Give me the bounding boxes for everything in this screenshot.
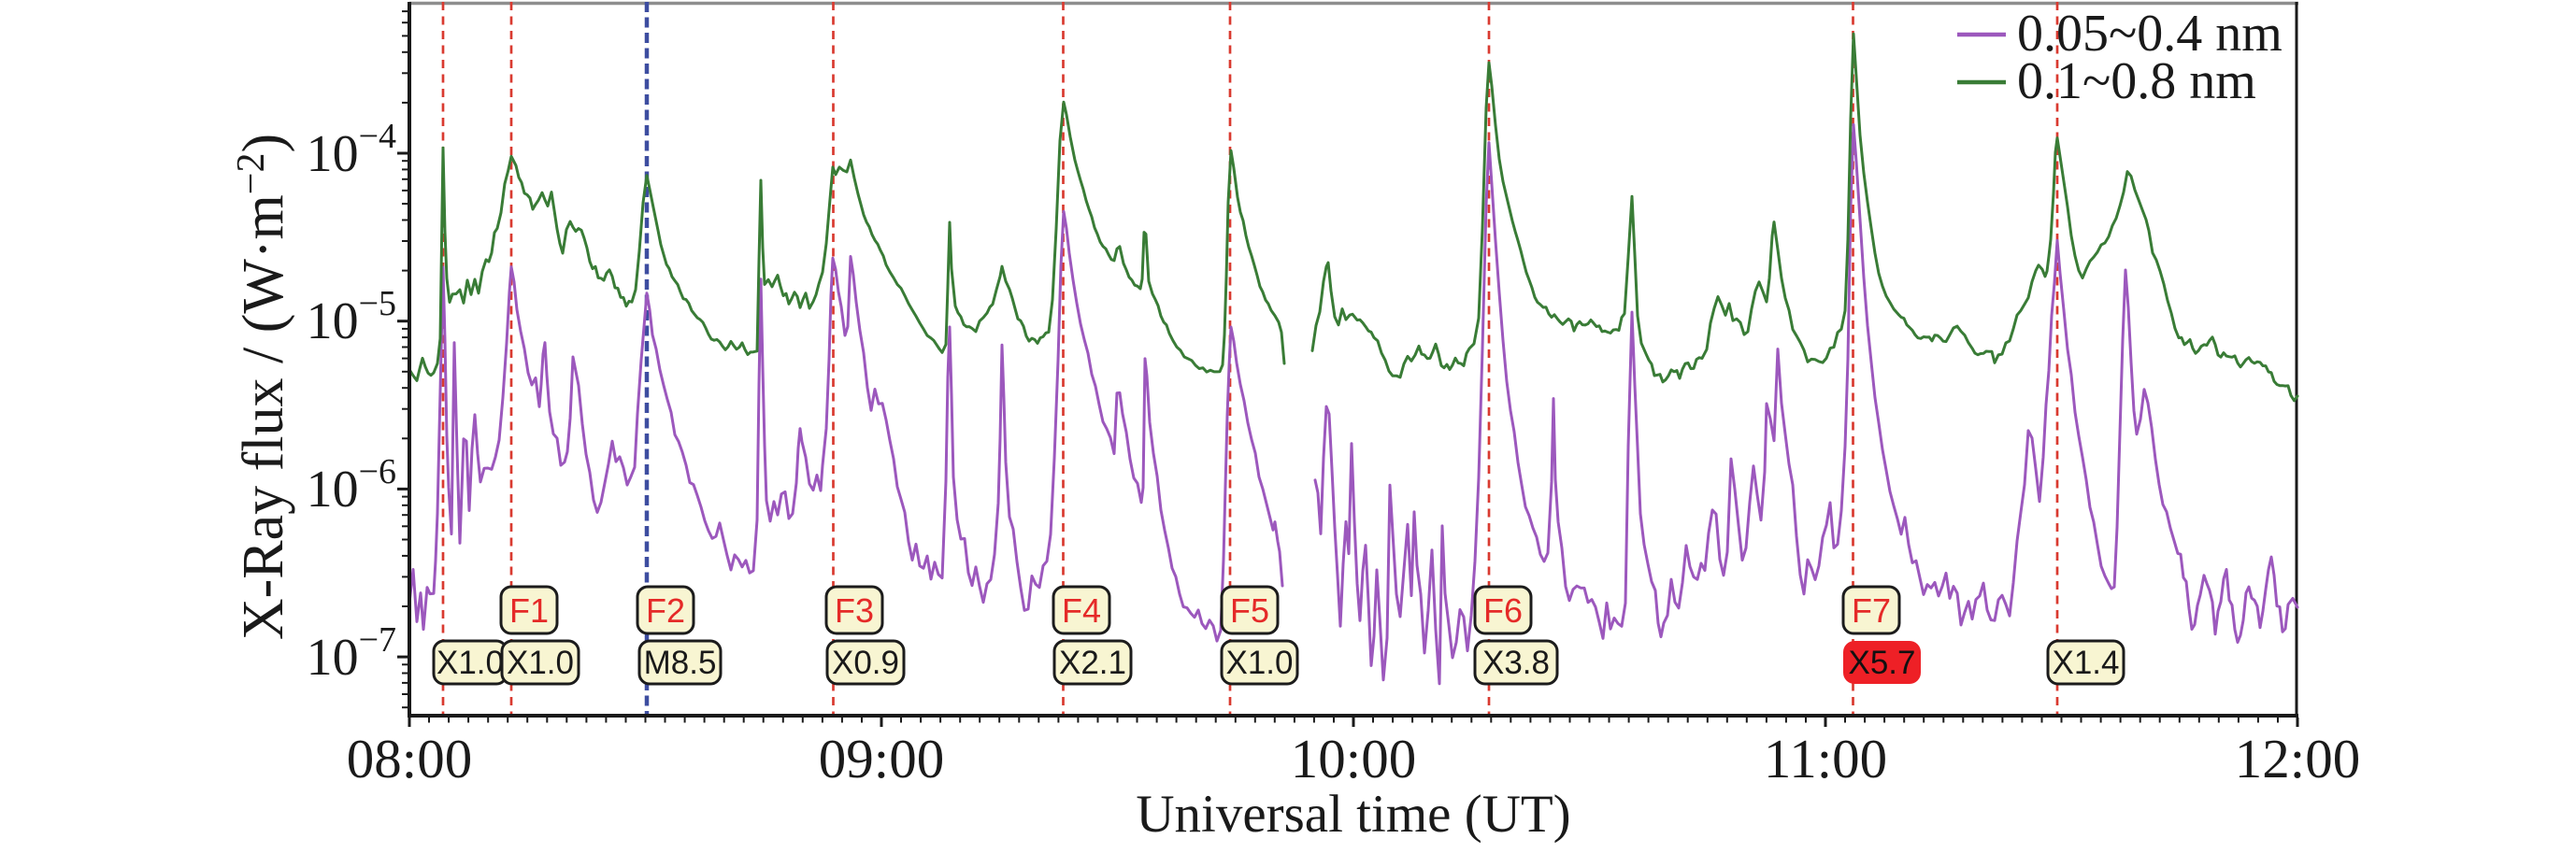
svg-text:X2.1: X2.1 (1059, 645, 1126, 681)
svg-text:M8.5: M8.5 (644, 645, 717, 681)
svg-text:0.1~0.8 nm: 0.1~0.8 nm (2017, 52, 2256, 110)
svg-text:F2: F2 (646, 591, 685, 630)
svg-text:X0.9: X0.9 (832, 645, 899, 681)
svg-text:X1.0: X1.0 (436, 645, 504, 681)
svg-text:X-Ray flux / (W·m−2): X-Ray flux / (W·m−2) (230, 134, 295, 640)
svg-text:0.05~0.4 nm: 0.05~0.4 nm (2017, 5, 2283, 63)
svg-text:X5.7: X5.7 (1849, 645, 1916, 681)
svg-text:F4: F4 (1062, 591, 1101, 630)
svg-text:X1.4: X1.4 (2053, 645, 2120, 681)
svg-text:10:00: 10:00 (1291, 728, 1416, 789)
svg-text:10−4: 10−4 (307, 117, 396, 183)
svg-text:10−5: 10−5 (307, 284, 396, 350)
svg-text:X3.8: X3.8 (1482, 645, 1550, 681)
svg-text:F3: F3 (835, 591, 874, 630)
svg-text:12:00: 12:00 (2235, 728, 2360, 789)
svg-text:11:00: 11:00 (1764, 728, 1887, 789)
svg-text:F6: F6 (1483, 591, 1523, 630)
svg-text:08:00: 08:00 (347, 728, 472, 789)
svg-text:Universal time (UT): Universal time (UT) (1136, 785, 1570, 844)
svg-text:X1.0: X1.0 (507, 645, 574, 681)
svg-text:F7: F7 (1852, 591, 1891, 630)
svg-text:X1.0: X1.0 (1226, 645, 1294, 681)
svg-text:09:00: 09:00 (819, 728, 944, 789)
svg-text:F5: F5 (1230, 591, 1269, 630)
svg-text:F1: F1 (509, 591, 549, 630)
